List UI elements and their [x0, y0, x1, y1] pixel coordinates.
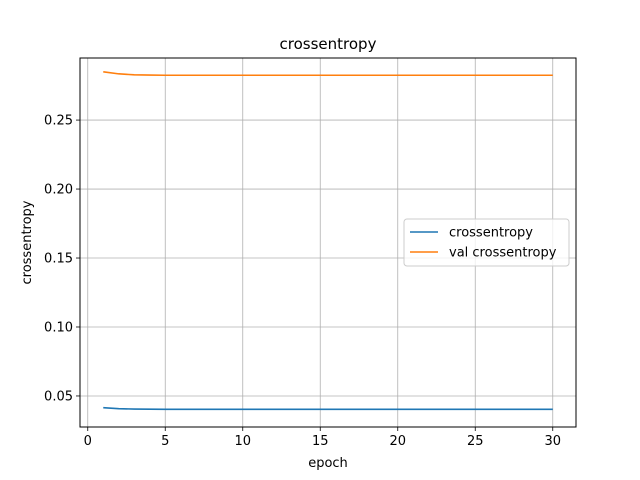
- y-tick-label: 0.10: [44, 320, 73, 335]
- legend-entry-label: crossentropy: [449, 226, 533, 241]
- x-tick-label: 20: [389, 434, 406, 449]
- x-tick-label: 5: [161, 434, 169, 449]
- x-axis-label: epoch: [308, 456, 348, 471]
- series-group: [103, 70, 553, 411]
- y-tick-label: 0.15: [44, 252, 73, 267]
- x-tick-label: 10: [234, 434, 251, 449]
- y-axis-label: crossentropy: [20, 200, 35, 284]
- legend-entry-label: val crossentropy: [449, 246, 557, 261]
- y-tick-label: 0.25: [44, 114, 73, 129]
- legend: crossentropy val crossentropy: [403, 218, 570, 267]
- chart-title: crossentropy: [280, 35, 377, 53]
- x-tick-label: 25: [467, 434, 484, 449]
- plot-area-frame: [79, 57, 577, 428]
- x-tick-label: 15: [312, 434, 329, 449]
- x-tick-label: 30: [544, 434, 561, 449]
- y-axis-ticks: 0.05 0.10 0.15 0.20 0.25: [44, 114, 80, 404]
- series-line-val-crossentropy: [103, 70, 553, 77]
- legend-box: [403, 218, 570, 267]
- y-tick-label: 0.20: [44, 183, 73, 198]
- x-tick-label: 0: [84, 434, 92, 449]
- y-tick-label: 0.05: [44, 389, 73, 404]
- series-line-crossentropy: [103, 406, 553, 411]
- x-axis-ticks: 0 5 10 15 20 25 30: [84, 427, 561, 449]
